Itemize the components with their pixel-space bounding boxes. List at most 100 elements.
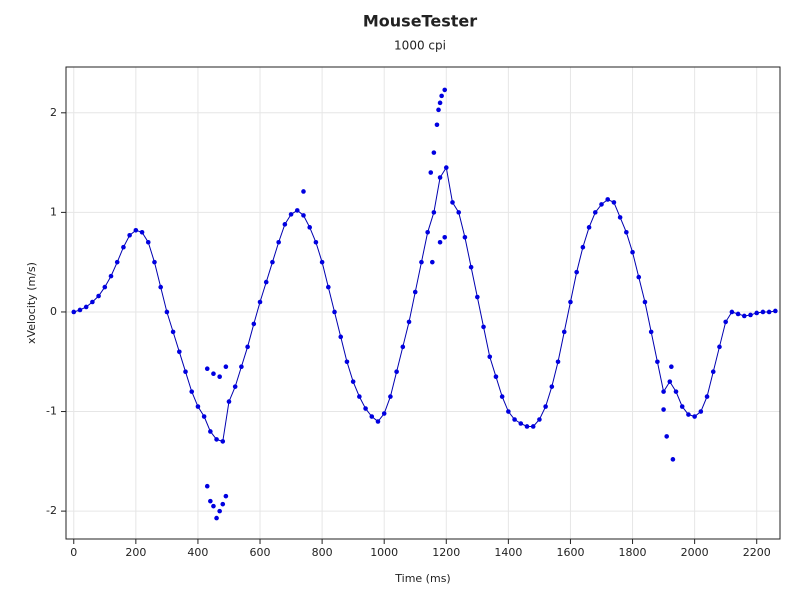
data-point: [442, 87, 448, 93]
data-point: [114, 259, 120, 265]
data-point: [425, 229, 430, 235]
data-point: [642, 299, 648, 305]
data-point: [537, 417, 542, 422]
y-tick-label: -1: [46, 405, 57, 418]
data-point: [512, 417, 517, 422]
data-point: [251, 321, 257, 327]
data-point: [624, 229, 629, 235]
data-point: [723, 319, 728, 325]
data-point: [133, 228, 139, 233]
data-point: [437, 239, 443, 245]
data-point: [282, 222, 288, 227]
data-point: [698, 409, 704, 414]
data-point: [294, 208, 300, 213]
data-point: [481, 324, 486, 330]
data-point: [430, 259, 435, 265]
data-point: [605, 197, 611, 202]
x-tick-label: 2200: [743, 546, 771, 559]
data-point: [164, 309, 170, 315]
y-tick-label: 1: [50, 205, 57, 218]
data-point: [487, 354, 493, 360]
data-point: [661, 407, 666, 412]
data-point: [195, 404, 201, 409]
data-point: [108, 273, 114, 279]
y-tick-label: 0: [50, 305, 57, 318]
data-point: [760, 309, 766, 315]
data-point: [561, 329, 567, 335]
data-point: [611, 200, 617, 205]
data-point: [617, 215, 623, 220]
data-point: [338, 334, 344, 340]
data-point: [90, 299, 95, 305]
data-point: [211, 371, 216, 377]
x-tick-label: 0: [70, 546, 77, 559]
data-point: [332, 309, 337, 315]
data-point: [655, 359, 660, 365]
data-point: [661, 389, 666, 394]
data-point: [139, 229, 145, 235]
data-point: [357, 394, 362, 399]
data-point: [773, 308, 778, 314]
data-point: [437, 100, 443, 106]
data-point: [586, 225, 592, 230]
data-point: [127, 232, 132, 238]
data-point: [239, 364, 244, 370]
data-point: [189, 389, 195, 394]
data-point: [670, 457, 676, 462]
x-tick-label: 1800: [619, 546, 647, 559]
x-axis-label: Time (ms): [394, 572, 450, 585]
data-point: [257, 299, 263, 305]
data-point: [270, 259, 275, 265]
data-point: [263, 279, 269, 285]
data-point: [208, 498, 213, 504]
data-point: [543, 404, 548, 409]
data-point: [226, 399, 232, 404]
data-point: [673, 389, 679, 394]
data-point: [499, 394, 505, 399]
data-point: [442, 234, 448, 240]
data-point: [475, 294, 480, 300]
chart-title: MouseTester: [363, 12, 477, 31]
x-tick-label: 600: [250, 546, 271, 559]
x-tick-label: 1600: [556, 546, 584, 559]
data-point: [439, 93, 444, 99]
data-point: [326, 284, 331, 290]
data-point: [204, 366, 210, 372]
data-point: [428, 170, 434, 175]
series-line: [73, 166, 776, 443]
data-point: [313, 239, 319, 245]
data-point: [406, 319, 412, 325]
data-point: [223, 364, 229, 370]
data-point: [766, 309, 772, 315]
data-point: [319, 259, 325, 265]
data-point: [121, 244, 126, 250]
x-tick-label: 2000: [681, 546, 709, 559]
data-point: [636, 274, 642, 280]
x-tick-label: 1200: [432, 546, 460, 559]
x-tick-label: 1400: [494, 546, 522, 559]
data-point: [344, 359, 350, 365]
data-point: [443, 165, 449, 170]
data-point: [276, 239, 281, 245]
data-point: [530, 424, 536, 429]
chart-subtitle: 1000 cpi: [394, 39, 446, 53]
data-point: [220, 439, 226, 444]
data-point: [388, 394, 393, 399]
data-point: [400, 344, 406, 350]
data-point: [71, 309, 77, 315]
data-point: [742, 313, 747, 319]
y-tick-label: -2: [46, 504, 57, 517]
data-point: [412, 289, 418, 295]
data-point: [735, 311, 741, 317]
data-point: [170, 329, 176, 335]
data-point: [555, 359, 561, 365]
data-point: [679, 404, 685, 409]
data-point: [436, 107, 441, 113]
data-point: [375, 419, 381, 424]
data-point: [717, 344, 722, 350]
data-point: [145, 239, 151, 245]
x-tick-label: 200: [125, 546, 146, 559]
data-point: [574, 269, 579, 275]
data-point: [232, 384, 238, 389]
